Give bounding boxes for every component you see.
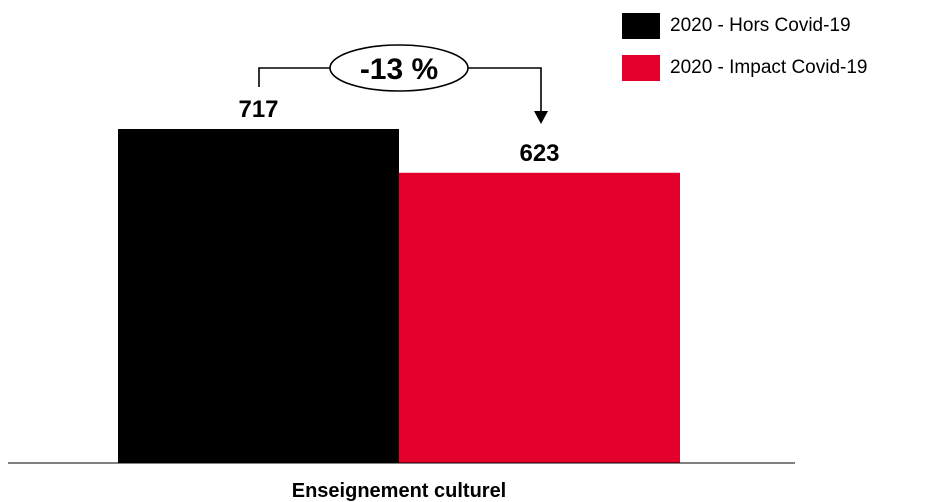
- data-label-hors-covid: 717: [238, 96, 278, 123]
- annotation-ellipse: [329, 44, 469, 92]
- legend-label-hors-covid: 2020 - Hors Covid-19: [670, 15, 851, 36]
- legend-item-impact-covid: 2020 - Impact Covid-19: [622, 54, 868, 82]
- legend-swatch-impact-covid: [622, 55, 660, 81]
- bar-hors-covid: [118, 129, 399, 463]
- bars-layer: [118, 129, 680, 463]
- data-label-impact-covid: 623: [519, 140, 559, 167]
- x-category-label: Enseignement culturel: [292, 480, 507, 502]
- legend: 2020 - Hors Covid-19 2020 - Impact Covid…: [622, 12, 868, 96]
- legend-item-hors-covid: 2020 - Hors Covid-19: [622, 12, 868, 40]
- percent-change-label: -13 %: [360, 53, 438, 86]
- change-annotation: -13 %: [258, 44, 548, 124]
- legend-label-impact-covid: 2020 - Impact Covid-19: [670, 57, 868, 78]
- bar-impact-covid: [399, 172, 680, 463]
- labels-layer: 717 623: [238, 96, 559, 167]
- arrow-down-icon: [534, 111, 548, 124]
- annotation-bracket-line: [258, 67, 542, 112]
- legend-swatch-hors-covid: [622, 13, 660, 39]
